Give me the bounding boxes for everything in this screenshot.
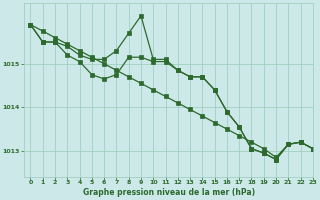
X-axis label: Graphe pression niveau de la mer (hPa): Graphe pression niveau de la mer (hPa)	[83, 188, 255, 197]
